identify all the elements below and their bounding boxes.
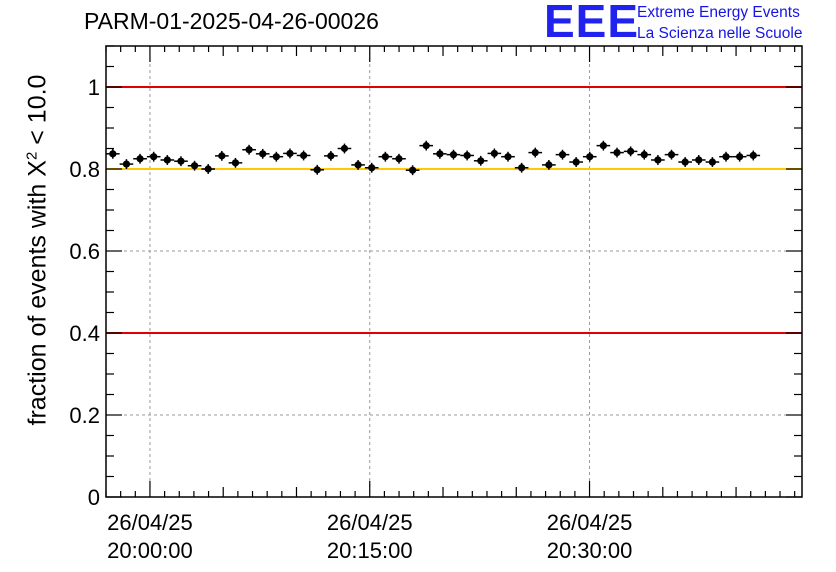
data-point xyxy=(449,151,458,159)
data-point xyxy=(654,156,662,164)
data-point xyxy=(531,149,539,157)
y-tick-label: 0.8 xyxy=(69,157,100,182)
data-point xyxy=(299,151,308,160)
data-point xyxy=(204,165,212,173)
data-point xyxy=(599,142,607,150)
data-point xyxy=(736,153,744,161)
logo-line-2: La Scienza nelle Scuole xyxy=(637,25,803,42)
logo-mark: EEE xyxy=(544,0,640,47)
y-tick-label: 0.4 xyxy=(69,321,100,346)
data-point xyxy=(354,161,362,169)
y-tick-label: 0.6 xyxy=(69,239,100,264)
data-point xyxy=(259,150,267,158)
data-point xyxy=(749,151,757,160)
data-point xyxy=(272,153,280,161)
data-point xyxy=(218,152,226,160)
data-point xyxy=(109,150,117,158)
y-tick-label: 0.2 xyxy=(69,403,100,428)
chart-title: PARM-01-2025-04-26-00026 xyxy=(84,8,379,34)
x-tick-date-label: 26/04/25 xyxy=(327,510,413,535)
x-tick-date-label: 26/04/25 xyxy=(107,510,193,535)
data-point xyxy=(409,166,417,174)
data-point xyxy=(136,155,144,163)
data-point xyxy=(422,142,430,150)
data-point xyxy=(545,161,553,169)
data-point xyxy=(695,156,703,164)
data-point xyxy=(463,151,471,160)
data-point xyxy=(681,158,689,166)
eee-logo: EEE Extreme Energy Events La Scienza nel… xyxy=(544,0,834,47)
data-point xyxy=(177,157,185,165)
data-point xyxy=(667,151,676,159)
x-tick-time-label: 20:00:00 xyxy=(107,538,193,563)
data-point xyxy=(640,151,648,159)
data-point xyxy=(190,162,199,170)
y-tick-label: 0 xyxy=(88,485,100,510)
data-point xyxy=(477,157,485,165)
x-tick-date-label: 26/04/25 xyxy=(547,510,633,535)
data-point xyxy=(627,147,635,155)
data-point xyxy=(722,153,730,161)
data-point xyxy=(163,156,171,164)
data-point xyxy=(286,149,294,158)
data-point xyxy=(327,152,335,160)
plot-frame xyxy=(105,45,803,498)
x-tick-time-label: 20:30:00 xyxy=(547,538,633,563)
data-point xyxy=(150,153,158,161)
data-point xyxy=(231,159,240,167)
data-point xyxy=(340,144,349,153)
data-point xyxy=(490,149,498,158)
data-point xyxy=(586,153,594,161)
logo-line-1: Extreme Energy Events xyxy=(637,4,800,21)
data-point xyxy=(572,158,580,166)
data-point xyxy=(436,150,444,158)
data-point xyxy=(313,166,321,174)
data-point xyxy=(122,160,131,168)
data-point xyxy=(708,158,716,166)
x-tick-time-label: 20:15:00 xyxy=(327,538,413,563)
data-point xyxy=(245,146,253,154)
data-point xyxy=(381,153,389,161)
data-point xyxy=(518,164,526,172)
data-point xyxy=(504,153,512,161)
data-point xyxy=(395,155,403,163)
data-point xyxy=(613,149,621,157)
data-point xyxy=(368,164,376,172)
y-tick-label: 1 xyxy=(88,75,100,100)
data-point xyxy=(558,151,567,159)
